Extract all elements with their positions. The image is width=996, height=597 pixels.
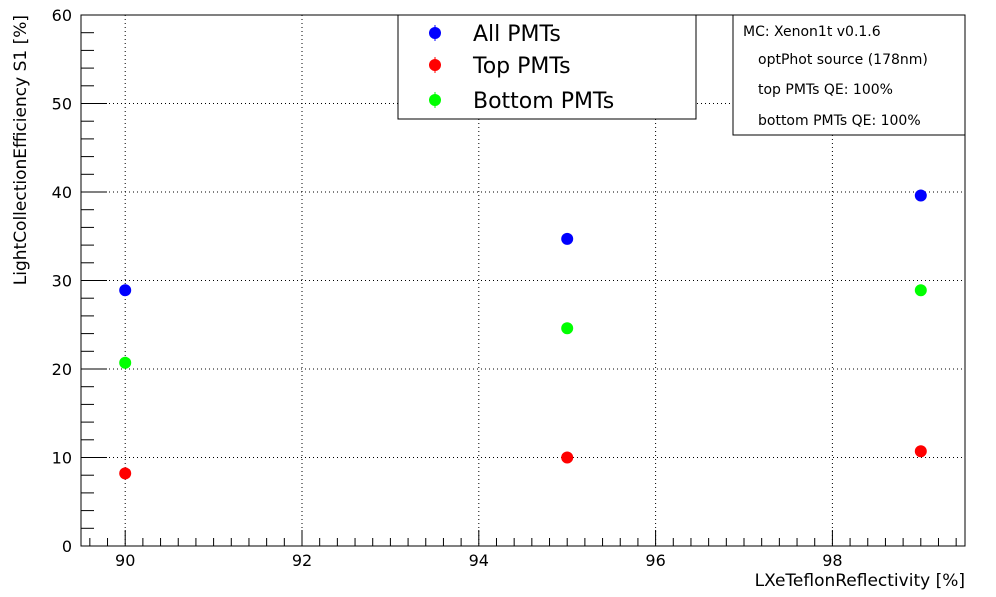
info-box: MC: Xenon1t v0.1.6 optPhot source (178nm)… (732, 14, 966, 136)
data-point-all-pmts (561, 232, 574, 245)
data-point-all-pmts (914, 189, 927, 202)
legend-label: Bottom PMTs (473, 89, 614, 114)
y-tick-label: 10 (52, 449, 72, 468)
x-tick-label: 92 (292, 551, 312, 570)
y-tick-label: 40 (52, 183, 72, 202)
info-line: optPhot source (178nm) (758, 52, 928, 68)
y-tick-label: 20 (52, 360, 72, 379)
data-point-top-pmts (561, 451, 574, 464)
legend-marker (429, 94, 441, 106)
info-line: bottom PMTs QE: 100% (758, 113, 921, 129)
data-point-top-pmts (119, 467, 132, 480)
info-line: MC: Xenon1t v0.1.6 (743, 24, 881, 40)
x-tick-label: 90 (115, 551, 135, 570)
legend: All PMTs Top PMTs Bottom PMTs (397, 14, 697, 120)
y-tick-label: 30 (52, 272, 72, 291)
axis-ticks (81, 14, 957, 547)
x-tick-label: 96 (645, 551, 665, 570)
legend-marker (429, 59, 441, 71)
x-axis-title: LXeTeflonReflectivity [%] (755, 571, 965, 591)
legend-box (397, 14, 697, 120)
data-point-bottom-pmts (119, 356, 132, 369)
data-point-all-pmts (119, 284, 132, 297)
tick-labels: 90 92 94 96 98 0 10 20 30 40 50 60 (52, 6, 843, 570)
y-tick-label: 0 (62, 537, 72, 556)
y-tick-label: 50 (52, 95, 72, 114)
legend-label: Top PMTs (472, 54, 571, 79)
y-tick-label: 60 (52, 6, 72, 25)
y-axis-title: LightCollectionEfficiency S1 [%] (11, 15, 31, 285)
info-box-frame (732, 14, 966, 136)
info-line: top PMTs QE: 100% (758, 82, 893, 98)
data-point-top-pmts (914, 445, 927, 458)
x-tick-label: 98 (822, 551, 842, 570)
data-point-bottom-pmts (561, 322, 574, 335)
x-tick-label: 94 (469, 551, 489, 570)
legend-label: All PMTs (473, 22, 561, 47)
legend-marker (429, 27, 441, 39)
data-points (119, 189, 927, 480)
data-point-bottom-pmts (914, 284, 927, 297)
